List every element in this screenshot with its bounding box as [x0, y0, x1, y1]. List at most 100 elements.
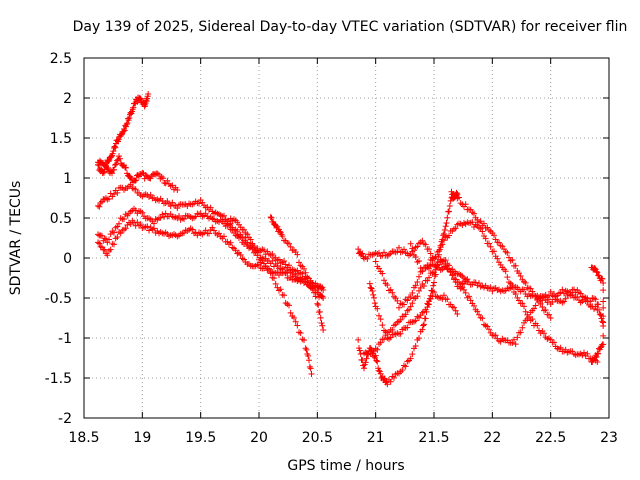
data-point	[309, 285, 316, 292]
data-point	[574, 294, 581, 301]
data-point	[374, 346, 381, 353]
data-point	[406, 306, 412, 313]
data-point	[271, 275, 277, 282]
data-point	[526, 313, 532, 320]
data-point	[521, 286, 527, 293]
data-point	[401, 246, 407, 253]
data-point	[111, 229, 117, 236]
data-point	[101, 235, 108, 242]
data-point	[407, 303, 414, 310]
data-point	[596, 345, 602, 352]
data-point	[151, 225, 157, 232]
grid	[84, 58, 609, 418]
data-point	[446, 208, 452, 215]
data-point	[402, 311, 409, 318]
data-point	[117, 155, 123, 162]
data-point	[557, 344, 564, 351]
data-point	[111, 241, 117, 248]
data-point	[158, 173, 165, 180]
data-point	[414, 293, 421, 300]
data-point	[427, 250, 434, 257]
data-point	[123, 121, 130, 128]
data-point	[279, 233, 286, 240]
data-point	[404, 297, 411, 304]
data-point	[546, 311, 552, 318]
data-point	[584, 350, 591, 357]
series-track-4	[95, 205, 327, 301]
y-tick-label: 2.5	[50, 51, 72, 67]
data-point	[164, 177, 171, 184]
data-point	[320, 327, 327, 333]
data-point	[512, 262, 519, 269]
data-point	[362, 359, 369, 366]
data-point	[234, 228, 241, 235]
data-point	[114, 234, 121, 241]
data-point	[402, 363, 409, 370]
data-point	[355, 336, 362, 343]
data-point	[559, 286, 566, 293]
data-point	[254, 252, 261, 259]
data-point	[127, 221, 134, 228]
data-point	[504, 249, 511, 256]
data-point	[134, 219, 141, 226]
data-point	[417, 265, 424, 272]
series-track-5	[95, 217, 327, 293]
data-point	[542, 307, 549, 314]
data-point	[196, 200, 202, 207]
data-point	[479, 315, 486, 322]
y-tick-label: 1	[63, 171, 72, 187]
data-point	[361, 365, 367, 372]
data-point	[126, 114, 133, 121]
data-point	[302, 269, 309, 276]
data-point	[249, 240, 256, 247]
data-point	[320, 287, 327, 293]
series-track-13	[366, 280, 461, 343]
data-point	[157, 214, 164, 221]
y-tick-label: -1	[58, 331, 72, 347]
data-point	[593, 268, 600, 275]
data-points	[95, 91, 607, 388]
data-point	[466, 293, 472, 300]
data-point	[436, 248, 442, 255]
data-point	[407, 355, 414, 362]
data-point	[287, 309, 294, 316]
data-point	[174, 205, 181, 212]
data-point	[286, 302, 292, 309]
data-point	[466, 279, 472, 285]
data-point	[116, 153, 122, 160]
y-tick-label: 2	[63, 91, 72, 107]
data-point	[496, 239, 502, 246]
data-point	[424, 277, 431, 284]
data-point	[113, 161, 119, 168]
data-point	[282, 270, 289, 277]
data-point	[451, 304, 457, 311]
data-point	[549, 298, 556, 305]
data-point	[452, 279, 459, 286]
data-point	[247, 236, 254, 243]
data-point	[317, 314, 324, 321]
data-point	[291, 314, 297, 321]
data-point	[301, 265, 307, 272]
data-point	[491, 248, 497, 255]
data-point	[444, 214, 451, 221]
data-point	[471, 210, 477, 217]
data-point	[103, 195, 109, 202]
data-point	[292, 318, 299, 325]
series-track-2	[95, 153, 181, 193]
data-point	[600, 279, 607, 286]
data-point	[416, 273, 422, 280]
data-point	[522, 308, 529, 315]
data-point	[359, 357, 366, 364]
data-point	[462, 289, 469, 296]
data-point	[599, 318, 606, 325]
data-point	[412, 343, 419, 350]
data-point	[517, 272, 524, 279]
data-point	[431, 279, 437, 286]
data-point	[108, 153, 115, 160]
data-point	[512, 290, 519, 297]
data-point	[474, 308, 481, 315]
data-point	[160, 175, 166, 182]
data-point	[444, 296, 451, 303]
data-point	[115, 136, 122, 143]
data-point	[110, 148, 117, 155]
